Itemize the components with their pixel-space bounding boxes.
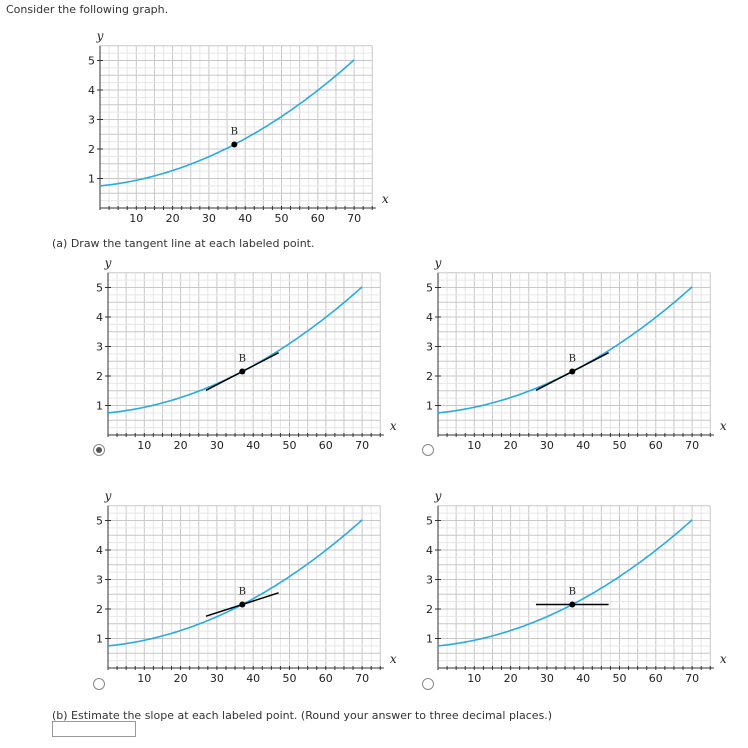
intro-text: Consider the following graph. [6,3,169,16]
x-axis-label: x [390,419,397,433]
x-tick-label: 30 [540,439,554,452]
option-a-graph: 10 20 30 40 50 60 70 1 2 3 4 5 x y B [96,256,397,452]
point-b-label: B [239,354,246,365]
option-b-graph: 10 20 30 40 50 60 70 1 2 3 4 5 x y B [426,256,727,452]
x-tick-label: 70 [355,672,369,685]
x-tick-label: 50 [613,439,627,452]
x-tick-label: 20 [504,439,518,452]
option-c-radio[interactable] [93,678,105,690]
point-b [239,601,246,608]
x-tick-label: 20 [174,672,188,685]
point-b [569,368,576,375]
y-axis-label: y [96,29,104,43]
point-b-label: B [569,354,576,365]
x-tick-label: 10 [467,439,481,452]
slope-answer-input[interactable] [52,721,136,737]
y-tick-label: 3 [96,341,103,354]
y-tick-label: 3 [426,341,433,354]
x-tick-label: 70 [685,672,699,685]
y-tick-label: 4 [88,84,95,97]
y-tick-label: 1 [88,173,95,186]
x-tick-label: 20 [166,212,180,225]
y-tick-label: 2 [96,603,103,616]
y-tick-label: 1 [426,633,433,646]
x-tick-label: 50 [283,439,297,452]
x-tick-label: 20 [504,672,518,685]
x-axis-label: x [720,652,727,666]
y-tick-label: 5 [426,282,433,295]
y-tick-label: 1 [96,400,103,413]
y-axis-label: y [434,489,442,503]
point-b-label: B [239,587,246,598]
point-b-label: B [231,127,238,138]
x-tick-label: 10 [467,672,481,685]
y-tick-label: 2 [426,603,433,616]
y-axis-label: y [104,256,112,270]
y-tick-label: 1 [96,633,103,646]
x-tick-label: 50 [283,672,297,685]
x-tick-label: 70 [355,439,369,452]
part-a-text: (a) Draw the tangent line at each labele… [52,237,315,250]
grid [437,505,711,669]
point-b [231,141,238,148]
grid [99,45,373,209]
x-tick-label: 60 [319,439,333,452]
y-tick-label: 5 [88,55,95,68]
y-tick-label: 4 [96,311,103,324]
y-tick-label: 5 [96,282,103,295]
x-tick-label: 40 [576,439,590,452]
x-tick-label: 40 [246,672,260,685]
x-axis-label: x [390,652,397,666]
option-d-radio[interactable] [422,678,434,690]
x-tick-label: 20 [174,439,188,452]
x-tick-label: 60 [311,212,325,225]
y-tick-label: 4 [96,544,103,557]
y-tick-label: 4 [426,311,433,324]
x-tick-label: 70 [347,212,361,225]
point-b-label: B [569,587,576,598]
x-tick-label: 40 [246,439,260,452]
y-tick-label: 2 [88,143,95,156]
x-tick-label: 60 [649,439,663,452]
function-curve [107,519,363,647]
x-axis-label: x [720,419,727,433]
x-tick-label: 60 [649,672,663,685]
option-a-radio[interactable] [93,444,105,456]
x-tick-label: 30 [210,439,224,452]
grid [107,272,381,436]
y-tick-label: 2 [426,370,433,383]
y-tick-label: 3 [88,114,95,127]
y-tick-label: 5 [426,515,433,528]
x-tick-label: 10 [137,672,151,685]
y-tick-label: 5 [96,515,103,528]
x-tick-label: 50 [613,672,627,685]
option-d-graph: 10 20 30 40 50 60 70 1 2 3 4 5 x y B [426,489,727,685]
y-tick-label: 3 [426,574,433,587]
x-axis-label: x [382,192,389,206]
x-tick-label: 40 [238,212,252,225]
x-tick-label: 10 [129,212,143,225]
y-tick-label: 3 [96,574,103,587]
y-axis-label: y [434,256,442,270]
option-c-graph: 10 20 30 40 50 60 70 1 2 3 4 5 x y B [96,489,397,685]
main-graph: 10 20 30 40 50 60 70 1 2 3 4 5 x y B [88,29,389,225]
point-b [239,368,246,375]
y-axis-label: y [104,489,112,503]
x-tick-label: 30 [210,672,224,685]
x-tick-label: 30 [540,672,554,685]
point-b [569,601,576,608]
x-tick-label: 50 [275,212,289,225]
function-curve [99,59,355,187]
y-tick-label: 1 [426,400,433,413]
part-b-text: (b) Estimate the slope at each labeled p… [52,709,553,722]
x-tick-label: 70 [685,439,699,452]
function-curve [437,519,693,647]
y-tick-label: 2 [96,370,103,383]
x-tick-label: 30 [202,212,216,225]
x-tick-label: 40 [576,672,590,685]
y-tick-label: 4 [426,544,433,557]
x-tick-label: 60 [319,672,333,685]
x-tick-label: 10 [137,439,151,452]
option-b-radio[interactable] [422,444,434,456]
